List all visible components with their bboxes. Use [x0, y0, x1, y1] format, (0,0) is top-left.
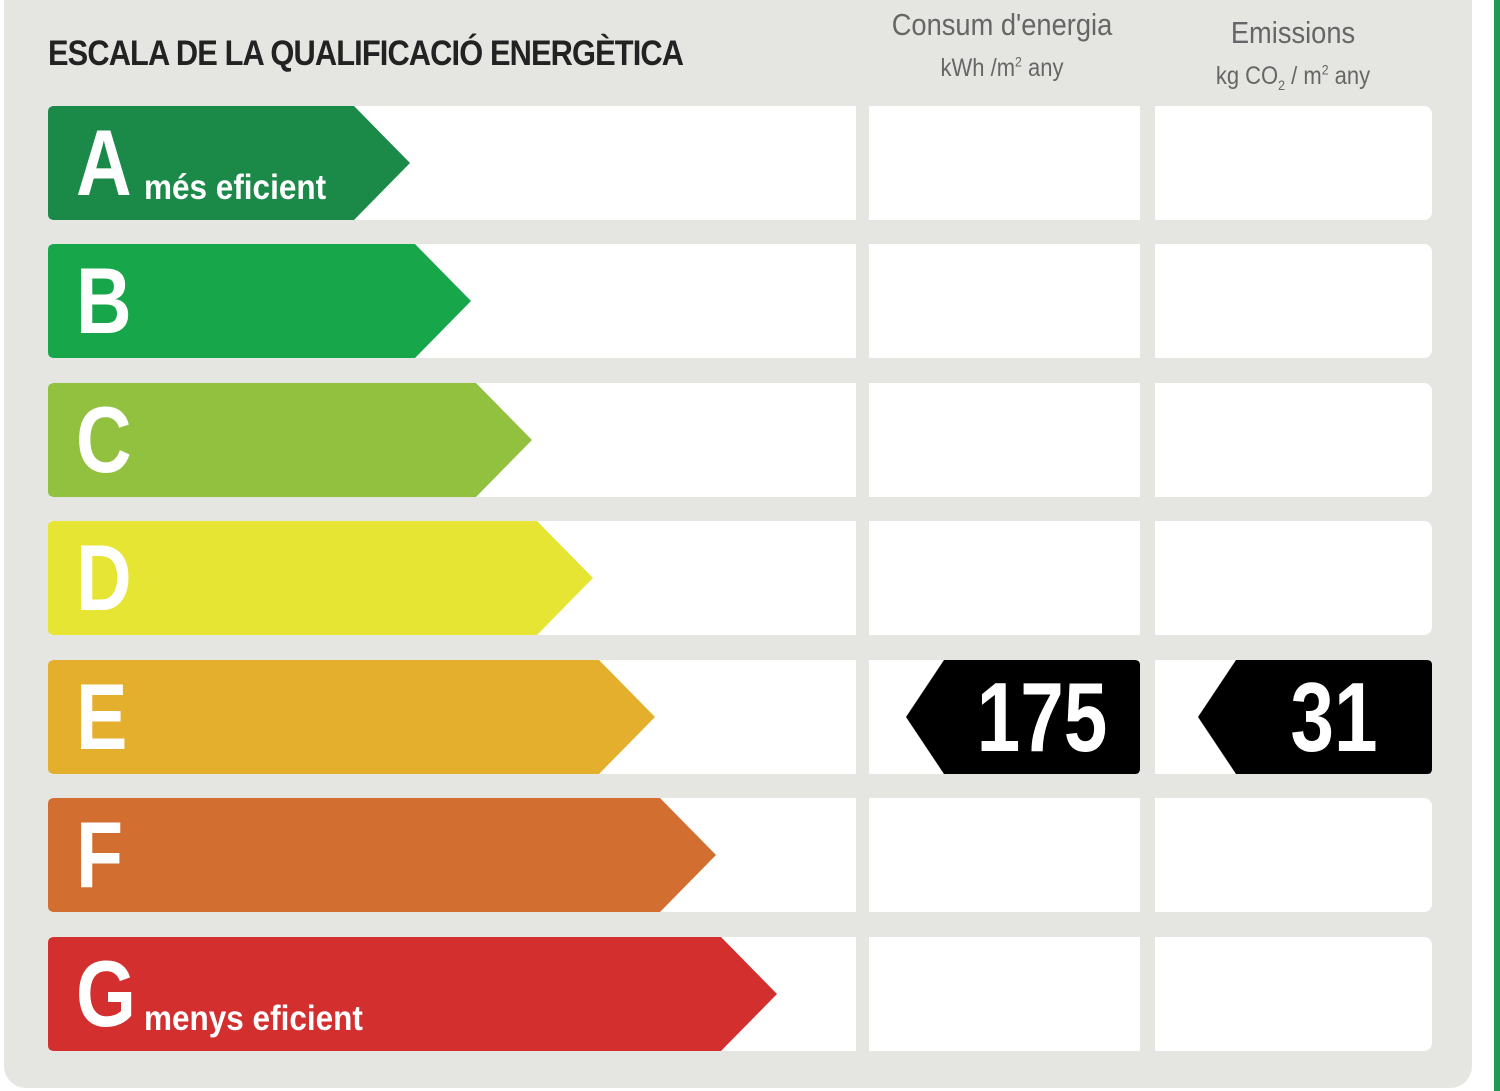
rating-row-c: C	[0, 383, 1500, 497]
emission-column-title: Emissions	[1230, 15, 1356, 50]
rating-arrow-e: E	[48, 660, 655, 774]
energy-value-badge-shape	[906, 660, 1140, 774]
rating-caption: menys eficient	[144, 999, 363, 1038]
energy-value-badge-value: 175	[976, 662, 1108, 772]
energy-column-title: Consum d'energia	[891, 7, 1113, 42]
rating-row-f: F	[0, 798, 1500, 912]
energy-column-header: Consum d'energia kWh /m2 any	[862, 6, 1142, 84]
energy-cell	[869, 244, 1140, 358]
energy-cell	[869, 383, 1140, 497]
rating-row-b: B	[0, 244, 1500, 358]
rating-row-d: D	[0, 521, 1500, 635]
rating-arrow-c: C	[48, 383, 532, 497]
emission-cell	[1155, 798, 1432, 912]
rating-arrow-shape	[48, 244, 471, 358]
emission-cell	[1155, 937, 1432, 1051]
emission-cell	[1155, 383, 1432, 497]
emission-value-badge-value: 31	[1290, 662, 1378, 772]
rating-letter: F	[76, 802, 124, 907]
emission-cell	[1155, 106, 1432, 220]
rating-arrow-shape	[48, 798, 716, 912]
rating-arrow-shape	[48, 521, 593, 635]
rating-caption: més eficient	[144, 168, 327, 207]
scale-title: ESCALA DE LA QUALIFICACIÓ ENERGÈTICA	[48, 34, 684, 73]
rating-arrow-shape	[48, 660, 655, 774]
emission-column-header: Emissions kg CO2 / m2 any	[1152, 14, 1434, 94]
energy-cell	[869, 798, 1140, 912]
energy-column-unit: kWh /m2 any	[940, 53, 1064, 82]
rating-letter: B	[76, 248, 132, 353]
rating-letter: E	[76, 664, 128, 769]
emission-cell	[1155, 521, 1432, 635]
energy-cell	[869, 106, 1140, 220]
energy-cell	[869, 937, 1140, 1051]
emission-value-badge-shape	[1198, 660, 1432, 774]
rating-letter: A	[76, 110, 132, 215]
rating-arrow-shape	[48, 106, 410, 220]
rating-arrow-d: D	[48, 521, 593, 635]
emission-cell	[1155, 244, 1432, 358]
energy-cell	[869, 521, 1140, 635]
rating-arrow-shape	[48, 383, 532, 497]
rating-letter: C	[76, 387, 132, 492]
right-edge-line	[1494, 0, 1500, 1091]
rating-row-e: E 175 31	[0, 660, 1500, 774]
rating-arrow-b: B	[48, 244, 471, 358]
rating-arrow-f: F	[48, 798, 716, 912]
rating-letter: D	[76, 525, 132, 630]
emission-column-unit: kg CO2 / m2 any	[1215, 61, 1371, 93]
emission-value-badge: 31	[1198, 660, 1432, 774]
rating-letter: G	[76, 941, 136, 1046]
energy-value-badge: 175	[906, 660, 1140, 774]
rating-arrow-shape	[48, 937, 777, 1051]
